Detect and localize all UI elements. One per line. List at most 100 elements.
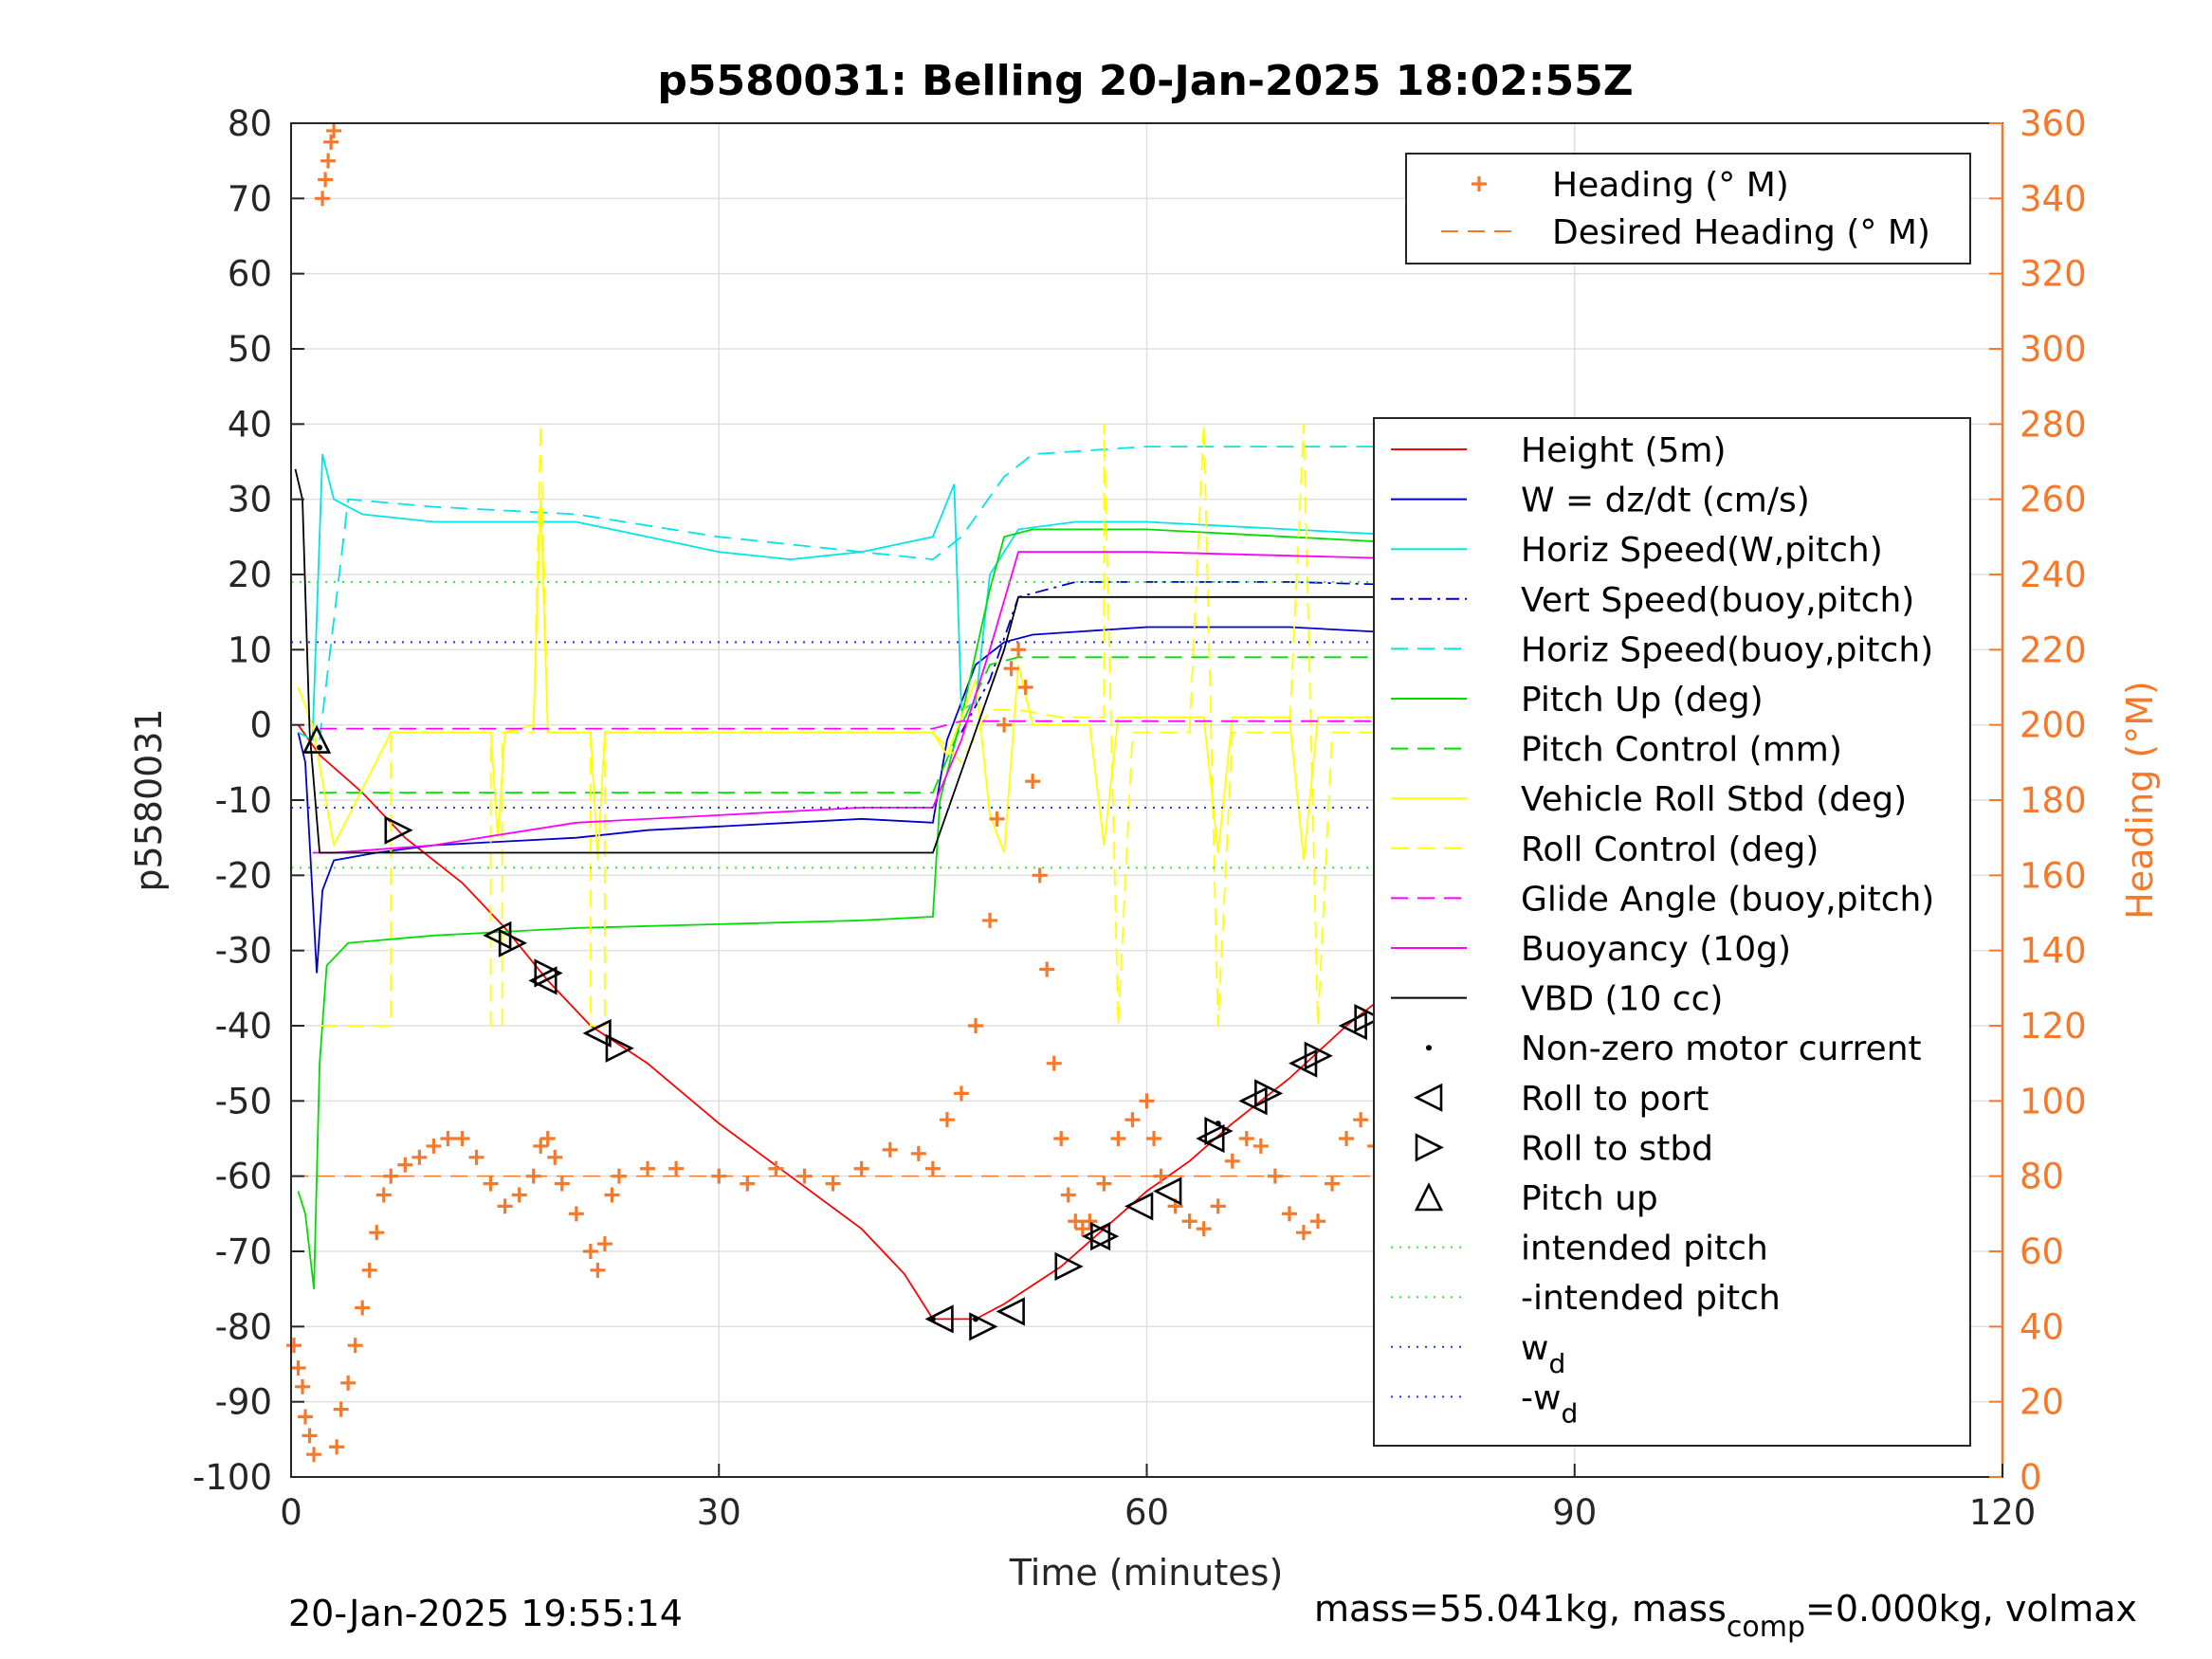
motor-current-dot (1215, 1121, 1221, 1127)
heading-point (582, 1244, 598, 1259)
heading-point (298, 1409, 314, 1425)
heading-point (1224, 1153, 1240, 1169)
legend-main-label: VBD (10 cc) (1521, 980, 1723, 1019)
heading-point (1011, 642, 1027, 658)
x-tick-label: 60 (1124, 1492, 1169, 1533)
roll-to-port-marker (483, 921, 512, 950)
heading-point (1110, 1131, 1126, 1146)
legend-main-label: intended pitch (1521, 1230, 1768, 1268)
heading-point (796, 1168, 813, 1184)
heading-point (1325, 1176, 1341, 1192)
x-axis: 0 30 60 90 120 (280, 1464, 2036, 1533)
y-tick-label: -20 (215, 855, 272, 896)
motor-current-dot (929, 1316, 936, 1322)
heading-point (1146, 1131, 1162, 1146)
heading-point (323, 134, 339, 150)
heading-point (483, 1176, 499, 1192)
series-horiz-speed-w-pitch- (298, 453, 1746, 741)
heading-point (411, 1149, 428, 1165)
y-tick-label: -90 (215, 1382, 272, 1423)
y2-axis-label: Heading (°M) (2119, 681, 2161, 920)
heading-point (1339, 1131, 1355, 1146)
heading-point (939, 1112, 955, 1128)
y-tick-label: 80 (228, 103, 272, 144)
y2-tick-label: 120 (2020, 1006, 2087, 1047)
y-tick-label: 0 (249, 705, 272, 746)
y2-tick-label: 60 (2020, 1231, 2064, 1272)
y2-tick-label: 140 (2020, 931, 2087, 972)
heading-point (1096, 1176, 1112, 1192)
roll-to-stbd-marker (1304, 1041, 1333, 1070)
y2-tick-label: 340 (2020, 178, 2087, 219)
heading-point (1074, 1221, 1090, 1237)
y-tick-label: -50 (215, 1081, 272, 1121)
roll-to-stbd-marker (534, 958, 563, 988)
heading-point (590, 1262, 606, 1278)
heading-point (333, 1401, 349, 1417)
y2-tick-label: 320 (2020, 254, 2087, 295)
roll-to-port-marker (1081, 1222, 1111, 1251)
left-y-axis: 80 70 60 50 40 30 20 10 0 -10 -20 -30 -40 -50 -60 -70 -8… (192, 103, 304, 1498)
heading-point (1252, 1138, 1269, 1154)
heading-point (953, 1085, 969, 1102)
heading-point (397, 1157, 413, 1173)
heading-point (711, 1168, 727, 1184)
roll-to-stbd-marker (384, 815, 413, 845)
heading-point (295, 1378, 311, 1395)
heading-point (440, 1131, 456, 1146)
y-tick-label: -60 (215, 1157, 272, 1197)
legend-main-label: W = dz/dt (cm/s) (1521, 482, 1810, 520)
heading-point (1053, 1131, 1069, 1146)
motor-current-dot (973, 1316, 978, 1322)
y2-tick-label: 0 (2020, 1457, 2042, 1498)
roll-to-port-marker (582, 1018, 612, 1048)
heading-point (355, 1300, 371, 1316)
heading-point (375, 1187, 392, 1203)
heading-point (1238, 1131, 1254, 1146)
series-glide-angle-buoy-pitch- (320, 720, 1761, 730)
y-axis-label: p5580031 (128, 708, 170, 891)
y-tick-label: 70 (228, 178, 272, 219)
legend-main-label: Roll Control (deg) (1521, 830, 1819, 869)
y2-tick-label: 220 (2020, 629, 2087, 670)
x-tick-label: 30 (697, 1492, 741, 1533)
y-tick-label: 20 (228, 555, 272, 595)
y-tick-label: -100 (192, 1457, 272, 1498)
series-w-dz-dt-cm-s- (297, 626, 1761, 974)
heading-point (329, 1439, 345, 1455)
y-tick-label: -70 (215, 1231, 272, 1272)
roll-to-stbd-marker (1054, 1251, 1084, 1281)
heading-point (596, 1236, 612, 1252)
heading-point (1039, 961, 1055, 977)
heading-point (910, 1145, 926, 1161)
heading-point (1281, 1206, 1297, 1222)
y2-tick-label: 160 (2020, 855, 2087, 896)
heading-point (369, 1225, 385, 1241)
heading-point (640, 1160, 656, 1176)
roll-to-stbd-marker (1354, 1003, 1383, 1033)
heading-point (1025, 774, 1041, 790)
roll-to-stbd-marker (498, 928, 528, 957)
heading-point (318, 172, 334, 188)
legend-top-label: Desired Heading (° M) (1552, 213, 1930, 252)
heading-point (1139, 1093, 1155, 1109)
legend-main-label: Vert Speed(buoy,pitch) (1521, 581, 1914, 620)
x-axis-label: Time (minutes) (1009, 1552, 1284, 1594)
legend-main-label: Glide Angle (buoy,pitch) (1521, 880, 1934, 919)
y-tick-label: -80 (215, 1306, 272, 1347)
y2-tick-label: 360 (2020, 103, 2087, 144)
heading-point (454, 1131, 470, 1146)
series-roll-control-deg- (320, 424, 1761, 1027)
y-tick-label: 60 (228, 254, 272, 295)
heading-point (1210, 1198, 1226, 1214)
right-y-axis: 3603403203002802602402202001801601401201… (1989, 103, 2087, 1498)
y-tick-label: 10 (228, 629, 272, 670)
heading-point (1017, 680, 1033, 695)
heading-point (1082, 1213, 1098, 1230)
heading-point (1310, 1213, 1325, 1230)
heading-point (497, 1198, 513, 1214)
heading-point (568, 1206, 584, 1222)
legend-main-label: Horiz Speed(buoy,pitch) (1521, 630, 1933, 669)
heading-point (340, 1375, 356, 1391)
roll-to-port-marker (1196, 1123, 1225, 1154)
